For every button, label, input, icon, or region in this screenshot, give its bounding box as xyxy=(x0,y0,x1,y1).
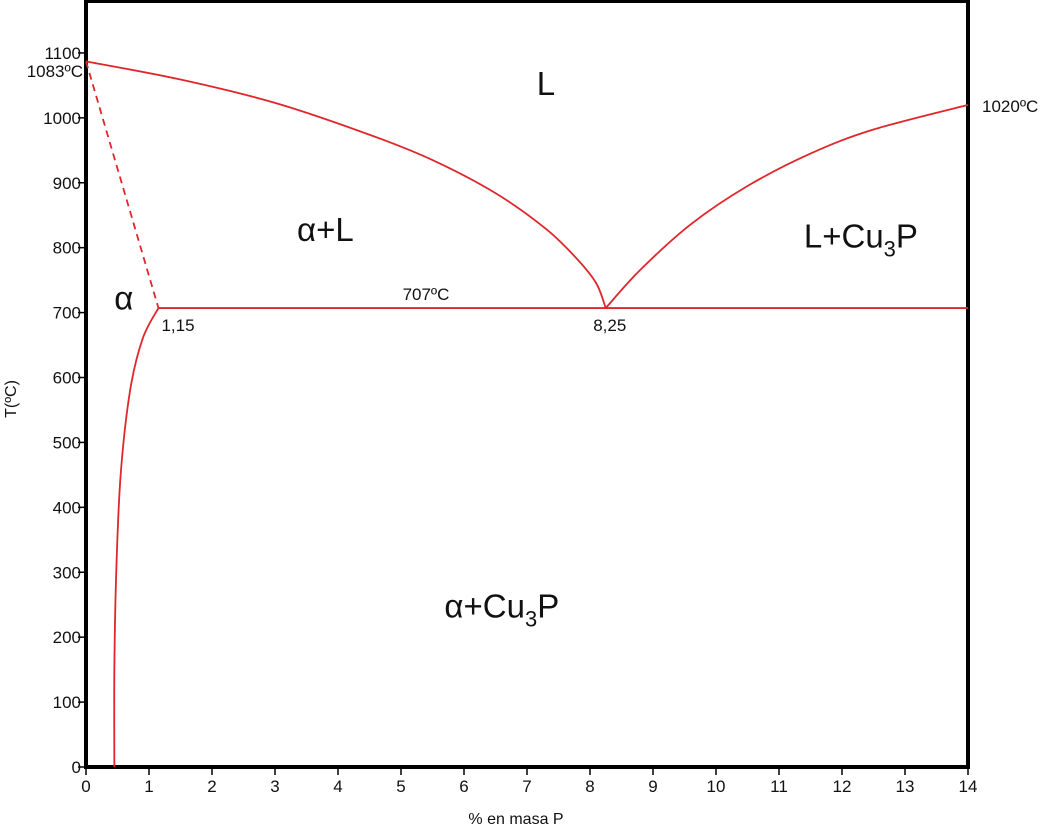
x-tick-label: 7 xyxy=(522,777,531,796)
annotation-label: 8,25 xyxy=(593,316,626,335)
plot-frame xyxy=(84,0,970,769)
phase-boundary-line xyxy=(605,103,969,309)
x-tick-label: 0 xyxy=(81,777,90,796)
region-labels: Lα+L L+Cu3P α α+Cu3P xyxy=(114,65,918,632)
region-label: α+L xyxy=(297,211,354,248)
y-tick-label: 600 xyxy=(53,369,81,388)
axis-ticks: 0 1 2 3 4 5 6 7 8 9 10 11 12 13 1401002003004005006007… xyxy=(43,44,977,796)
x-tick-label: 2 xyxy=(207,777,216,796)
y-tick-label: 100 xyxy=(53,693,81,712)
x-tick-label: 3 xyxy=(270,777,279,796)
annotation-label: 707ºC xyxy=(403,285,450,304)
x-tick-label: 14 xyxy=(959,777,978,796)
phase-boundary-line xyxy=(85,60,607,309)
annotation-label: 1083ºC xyxy=(27,62,83,81)
x-tick-label: 4 xyxy=(333,777,342,796)
phase-boundary-line xyxy=(85,61,160,309)
y-axis-title: T(ºC) xyxy=(3,380,20,418)
x-tick-label: 10 xyxy=(707,777,726,796)
phase-boundary-line xyxy=(113,307,160,768)
phase-boundaries xyxy=(85,60,969,768)
region-label: α+Cu3P xyxy=(444,588,559,632)
y-tick-label: 0 xyxy=(72,758,81,777)
x-tick-label: 13 xyxy=(896,777,915,796)
annotation-label: 1,15 xyxy=(161,316,194,335)
x-tick-label: 12 xyxy=(833,777,852,796)
y-tick-label: 800 xyxy=(53,239,81,258)
x-axis-title: % en masa P xyxy=(468,811,563,828)
y-tick-label: 200 xyxy=(53,628,81,647)
x-tick-label: 6 xyxy=(459,777,468,796)
y-tick-label: 1000 xyxy=(43,109,81,128)
x-tick-label: 11 xyxy=(770,777,788,796)
y-tick-label: 300 xyxy=(53,563,81,582)
x-tick-label: 8 xyxy=(585,777,594,796)
annotations: 1083ºC 1020ºC 707ºC 1,15 8,25 xyxy=(27,62,1039,335)
y-tick-label: 500 xyxy=(53,433,81,452)
annotation-label: 1020ºC xyxy=(982,97,1038,116)
region-label: α xyxy=(114,279,133,316)
y-tick-label: 1100 xyxy=(44,44,81,63)
x-tick-label: 5 xyxy=(396,777,405,796)
y-tick-label: 700 xyxy=(53,304,81,323)
x-tick-label: 1 xyxy=(144,777,153,796)
region-label: L xyxy=(537,65,555,102)
y-tick-label: 900 xyxy=(53,174,81,193)
y-tick-label: 400 xyxy=(53,498,81,517)
region-label: L+Cu3P xyxy=(804,218,918,262)
x-tick-label: 9 xyxy=(648,777,657,796)
